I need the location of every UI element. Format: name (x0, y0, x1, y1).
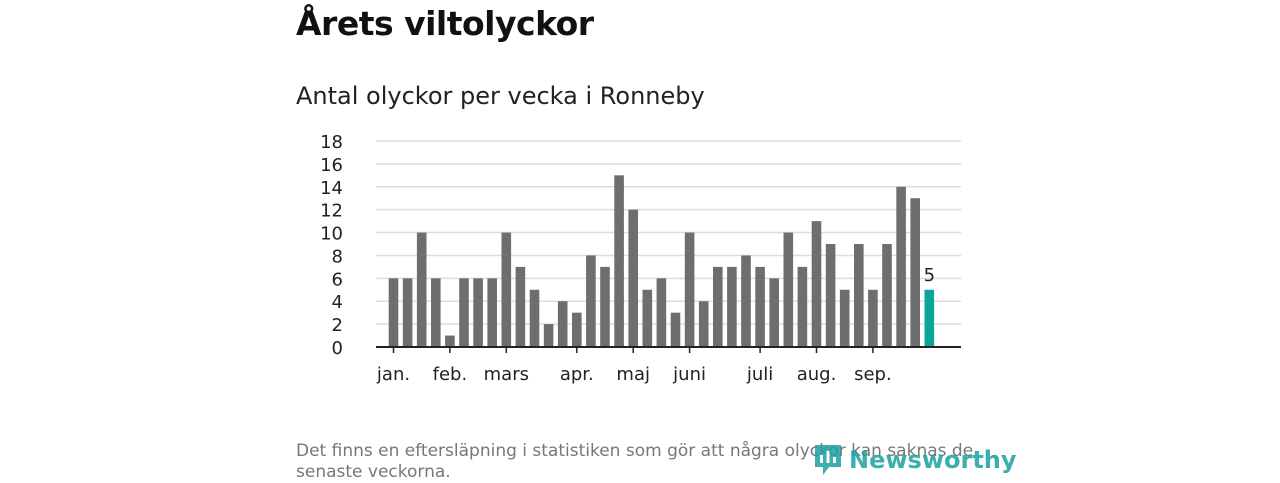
bar (572, 312, 582, 347)
bar (755, 266, 765, 347)
x-tick-label: feb. (433, 364, 468, 385)
bar (388, 278, 399, 347)
bar (713, 266, 723, 347)
newsworthy-logo-icon (815, 445, 841, 475)
bar (839, 289, 850, 347)
y-tick-label: 4 (332, 292, 343, 313)
x-tick-label: maj (616, 364, 650, 385)
bar (557, 301, 568, 347)
data-label: 5 (924, 265, 935, 286)
bar (586, 255, 596, 347)
bar (529, 289, 540, 347)
newsworthy-logo-text: Newsworthy (849, 446, 1017, 474)
bar (896, 186, 906, 347)
x-tick-label: juli (746, 364, 773, 385)
bar-highlight (924, 289, 935, 347)
bar (600, 266, 610, 347)
bar (854, 244, 864, 347)
newsworthy-logo: Newsworthy (813, 443, 1017, 477)
bar (727, 266, 737, 347)
y-tick-label: 18 (320, 132, 343, 153)
x-tick-label: apr. (560, 364, 594, 385)
bar (614, 175, 624, 347)
bar (501, 232, 512, 347)
bar (797, 266, 808, 347)
bar (402, 278, 413, 347)
y-tick-label: 10 (320, 224, 343, 245)
y-tick-label: 14 (320, 178, 343, 199)
bar (515, 266, 526, 347)
y-tick-label: 16 (320, 155, 343, 176)
bar (910, 198, 920, 347)
bar (459, 278, 469, 347)
y-tick-label: 8 (332, 246, 343, 267)
bar (882, 244, 892, 347)
bar (698, 301, 709, 347)
bar (445, 335, 455, 347)
y-tick-label: 0 (332, 338, 343, 359)
x-tick-label: mars (484, 364, 529, 385)
bar (670, 312, 681, 347)
chart-subtitle: Antal olyckor per vecka i Ronneby (296, 82, 705, 110)
footnote: Det finns en eftersläpning i statistiken… (296, 441, 974, 482)
bar (543, 324, 554, 347)
bar (487, 278, 497, 347)
bar (473, 278, 483, 347)
bar (741, 255, 751, 347)
x-tick-label: jan. (376, 364, 410, 385)
bar (868, 289, 878, 347)
bar (656, 278, 667, 347)
bar (684, 232, 695, 347)
x-tick-label: sep. (854, 364, 892, 385)
bar (811, 221, 822, 347)
bar (642, 289, 653, 347)
x-tick-label: aug. (797, 364, 837, 385)
bar (416, 232, 427, 347)
bar (431, 278, 441, 347)
y-tick-label: 6 (332, 269, 343, 290)
page-title: Årets viltolyckor (296, 4, 594, 43)
x-tick-label: juni (672, 364, 706, 385)
y-tick-label: 12 (320, 201, 343, 222)
bar (825, 244, 836, 347)
bar (628, 209, 638, 347)
bar (783, 232, 794, 347)
bar (769, 278, 779, 347)
y-tick-label: 2 (332, 315, 343, 336)
